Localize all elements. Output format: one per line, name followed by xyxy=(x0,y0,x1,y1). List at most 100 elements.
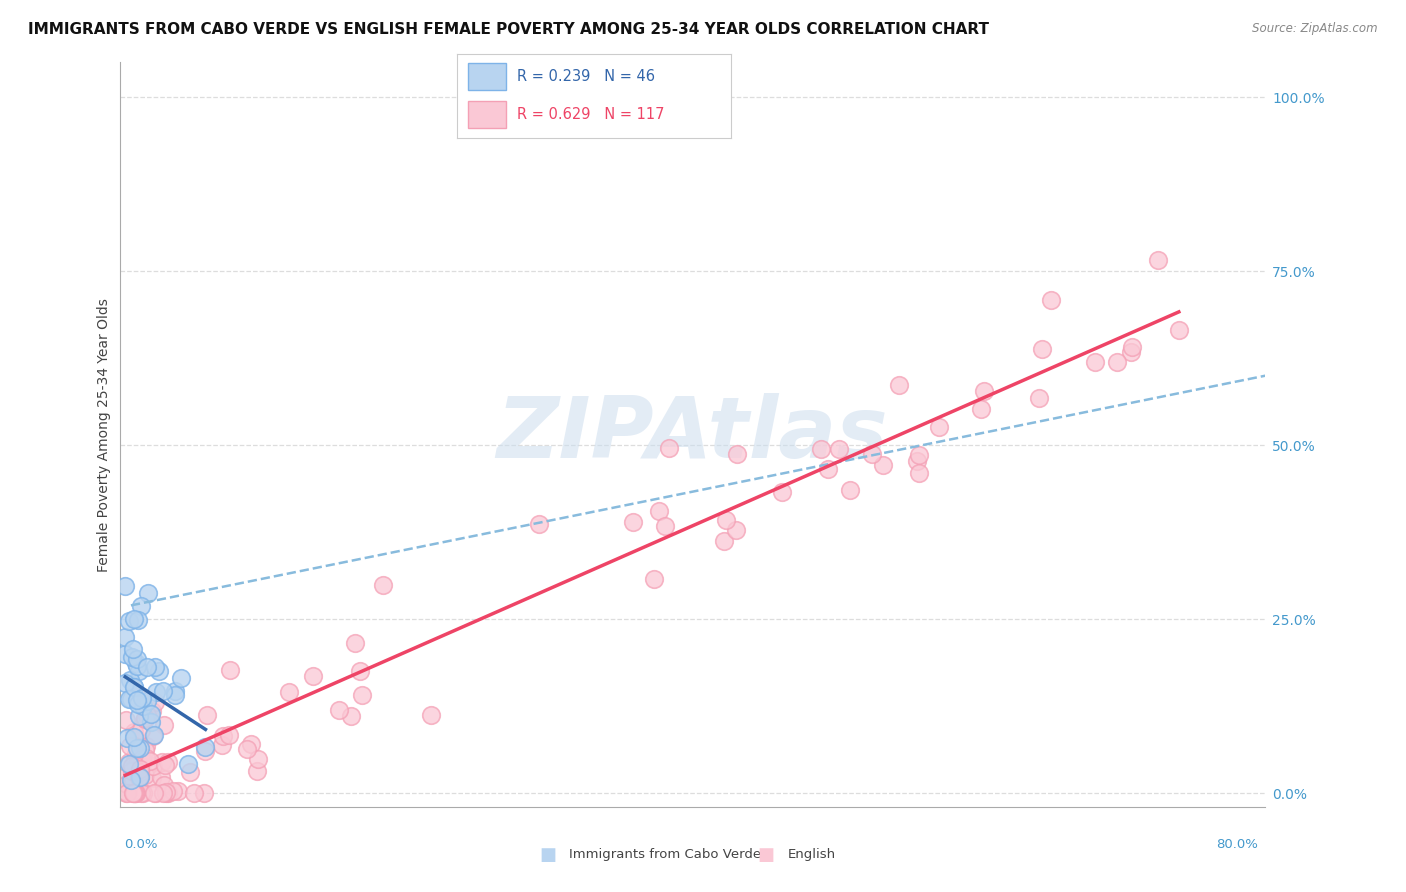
Point xyxy=(142,729,165,743)
Point xyxy=(122,786,145,800)
Point xyxy=(148,664,170,678)
Point xyxy=(713,533,735,548)
Point xyxy=(124,786,146,800)
Point xyxy=(120,673,142,687)
Point xyxy=(121,764,143,779)
Point xyxy=(128,770,150,784)
Point xyxy=(658,442,681,456)
Point xyxy=(141,714,163,729)
Point xyxy=(1107,355,1129,369)
Text: R = 0.239   N = 46: R = 0.239 N = 46 xyxy=(517,69,655,84)
Point xyxy=(129,770,152,784)
Point xyxy=(125,657,148,671)
Text: English: English xyxy=(787,848,835,861)
Point xyxy=(141,704,163,718)
Text: 80.0%: 80.0% xyxy=(1216,838,1258,852)
Point xyxy=(135,706,157,721)
Point xyxy=(125,659,148,673)
Point xyxy=(114,676,136,690)
Point xyxy=(1121,340,1143,354)
Point xyxy=(122,612,145,626)
Point xyxy=(1028,391,1050,405)
Point xyxy=(648,504,671,518)
Point xyxy=(118,756,141,771)
Point xyxy=(124,725,146,739)
Point xyxy=(621,515,644,529)
Point xyxy=(218,728,240,742)
Point xyxy=(136,586,159,600)
Text: Source: ZipAtlas.com: Source: ZipAtlas.com xyxy=(1253,22,1378,36)
Point xyxy=(194,740,217,755)
Point xyxy=(167,783,190,797)
Point xyxy=(872,458,894,472)
Text: ■: ■ xyxy=(540,846,557,863)
Point xyxy=(973,384,995,398)
Point xyxy=(135,659,157,673)
Point xyxy=(155,758,177,772)
Point xyxy=(349,664,371,678)
Bar xyxy=(468,62,506,90)
Point xyxy=(120,692,142,706)
Point xyxy=(328,703,350,717)
Point xyxy=(155,785,177,799)
Point xyxy=(135,739,157,754)
Point xyxy=(125,786,148,800)
Point xyxy=(193,786,215,800)
Point xyxy=(136,694,159,708)
Point xyxy=(135,751,157,765)
Point xyxy=(352,688,374,702)
Point xyxy=(124,753,146,767)
Point xyxy=(211,738,233,752)
Point xyxy=(127,613,149,627)
Point xyxy=(247,752,270,766)
Point xyxy=(121,764,143,778)
Text: ZIPAtlas: ZIPAtlas xyxy=(496,393,889,476)
Point xyxy=(150,755,173,769)
Point xyxy=(145,685,167,699)
Point xyxy=(128,769,150,783)
Point xyxy=(195,708,218,723)
Point xyxy=(136,708,159,723)
Point xyxy=(122,730,145,744)
Point xyxy=(194,744,217,758)
Point xyxy=(344,636,367,650)
Point xyxy=(121,649,143,664)
Point xyxy=(125,747,148,761)
Text: R = 0.629   N = 117: R = 0.629 N = 117 xyxy=(517,107,665,122)
Point xyxy=(139,707,162,722)
Point xyxy=(1084,355,1107,369)
Point xyxy=(153,718,176,732)
Point xyxy=(371,578,394,592)
Point xyxy=(165,684,187,698)
Point xyxy=(152,786,174,800)
Point xyxy=(725,524,748,538)
Point xyxy=(1039,293,1062,308)
Point xyxy=(170,671,193,685)
Point xyxy=(122,680,145,694)
Point xyxy=(141,771,163,785)
Point xyxy=(125,784,148,798)
Point xyxy=(125,731,148,746)
Point xyxy=(117,755,139,769)
Point xyxy=(277,685,299,699)
Point xyxy=(114,786,136,800)
Point xyxy=(339,709,361,723)
Point xyxy=(716,513,738,527)
Point xyxy=(155,786,177,800)
Point xyxy=(838,483,860,498)
Point xyxy=(810,442,832,456)
Point xyxy=(114,770,136,784)
Y-axis label: Female Poverty Among 25-34 Year Olds: Female Poverty Among 25-34 Year Olds xyxy=(97,298,111,572)
Point xyxy=(905,454,928,468)
Text: Immigrants from Cabo Verde: Immigrants from Cabo Verde xyxy=(569,848,762,861)
Point xyxy=(143,660,166,674)
Point xyxy=(143,695,166,709)
Point xyxy=(770,485,793,500)
Bar xyxy=(468,101,506,128)
Point xyxy=(1167,323,1189,337)
Point xyxy=(212,729,235,743)
Point xyxy=(114,630,136,644)
Point xyxy=(725,447,748,461)
Point xyxy=(156,786,179,800)
Point xyxy=(127,690,149,705)
